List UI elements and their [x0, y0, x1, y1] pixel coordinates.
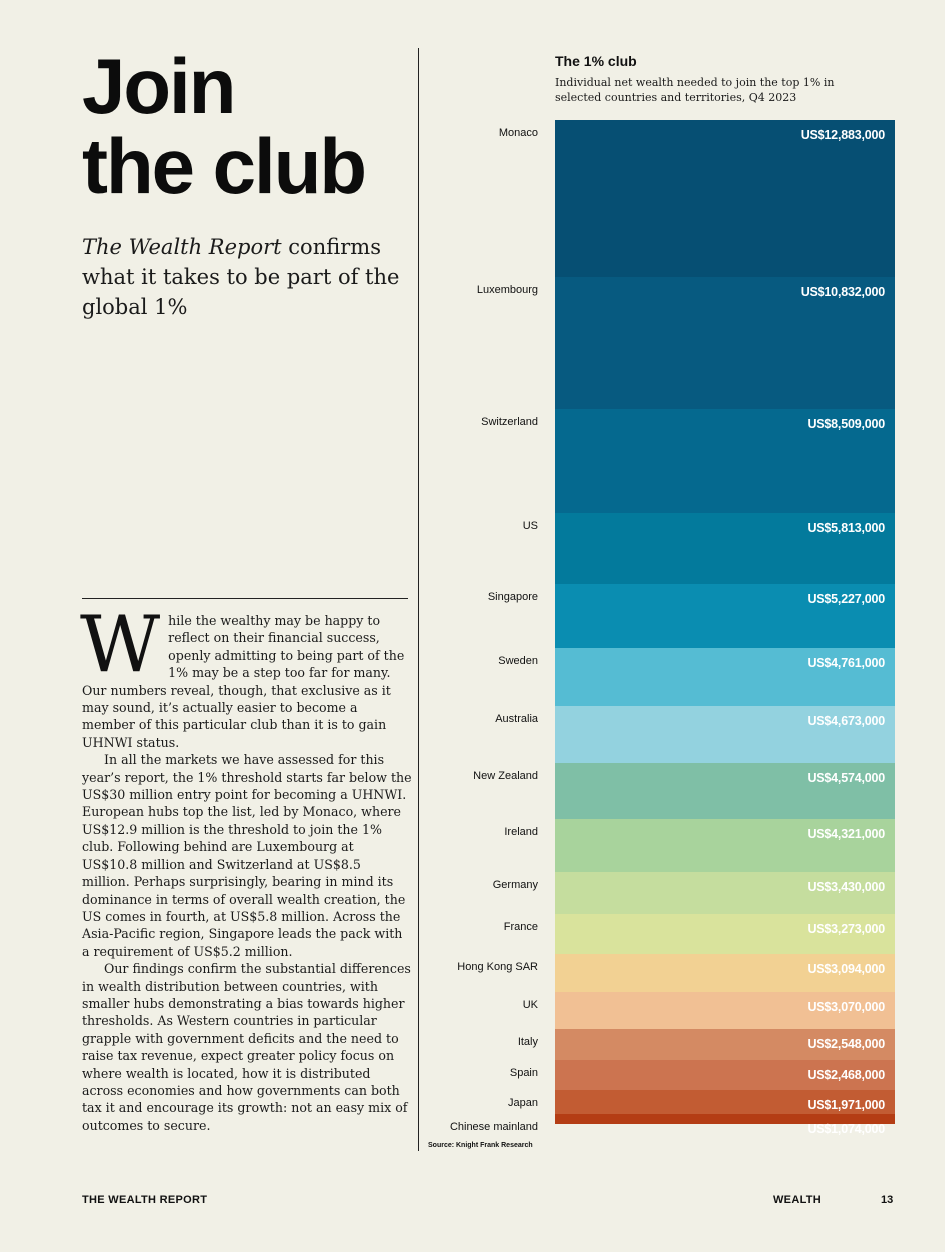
- headline-line-1: Join: [82, 42, 236, 130]
- bar-ireland: US$4,321,000: [555, 819, 895, 872]
- bar-italy: US$2,548,000: [555, 1029, 895, 1060]
- bar-switzerland: US$8,509,000: [555, 409, 895, 513]
- paragraph-1-text: hile the wealthy may be happy to reflect…: [82, 613, 405, 750]
- headline-line-2: the club: [82, 122, 367, 210]
- subheadline: The Wealth Report confirms what it takes…: [82, 232, 402, 322]
- column-divider: [418, 48, 419, 1151]
- country-label: UK: [522, 999, 538, 1011]
- value-label: US$4,574,000: [807, 771, 885, 785]
- bar-sweden: US$4,761,000: [555, 648, 895, 706]
- report-title: The Wealth Report: [82, 235, 282, 259]
- country-label: Switzerland: [481, 416, 538, 428]
- bar-luxembourg: US$10,832,000: [555, 277, 895, 409]
- country-label: Italy: [517, 1036, 538, 1048]
- bar-uk: US$3,070,000: [555, 992, 895, 1029]
- country-label: France: [503, 921, 538, 933]
- country-label: US: [522, 520, 538, 532]
- footer-section: WEALTH: [773, 1194, 822, 1206]
- country-label: Australia: [495, 713, 538, 725]
- value-label: US$1,971,000: [807, 1098, 885, 1112]
- value-label: US$3,070,000: [807, 1000, 885, 1014]
- value-label: US$4,321,000: [807, 827, 885, 841]
- value-label: US$1,074,000: [807, 1122, 885, 1136]
- value-label: US$4,761,000: [807, 656, 885, 670]
- country-label: Singapore: [487, 591, 538, 603]
- value-label: US$4,673,000: [807, 714, 885, 728]
- value-label: US$2,468,000: [807, 1068, 885, 1082]
- chart-subtitle: Individual net wealth needed to join the…: [555, 76, 835, 104]
- bar-spain: US$2,468,000: [555, 1060, 895, 1090]
- value-label: US$12,883,000: [800, 128, 885, 142]
- value-label: US$5,813,000: [807, 521, 885, 535]
- page-headline: Join the club: [82, 42, 367, 210]
- article-rule: [82, 598, 408, 599]
- value-label: US$10,832,000: [800, 285, 885, 299]
- bar-hong-kong-sar: US$3,094,000: [555, 954, 895, 992]
- bar-france: US$3,273,000: [555, 914, 895, 954]
- bar-new-zealand: US$4,574,000: [555, 763, 895, 819]
- value-label: US$3,094,000: [807, 962, 885, 976]
- country-label: Chinese mainland: [449, 1121, 538, 1133]
- value-label: US$2,548,000: [807, 1037, 885, 1051]
- bar-us: US$5,813,000: [555, 513, 895, 584]
- bar-chinese-mainland: US$1,074,000: [555, 1114, 895, 1136]
- bar-monaco: US$12,883,000: [555, 120, 895, 277]
- chart-source: Source: Knight Frank Research: [428, 1142, 533, 1149]
- article-paragraph-3: Our findings confirm the substantial dif…: [82, 961, 411, 1133]
- bar-australia: US$4,673,000: [555, 706, 895, 763]
- country-label: Luxembourg: [476, 284, 538, 296]
- value-label: US$5,227,000: [807, 592, 885, 606]
- subheadline-text: confirms what it takes to be part of the…: [82, 235, 400, 319]
- drop-cap: W: [80, 600, 161, 690]
- bar-germany: US$3,430,000: [555, 872, 895, 914]
- bar-singapore: US$5,227,000: [555, 584, 895, 648]
- country-label: Ireland: [504, 826, 538, 838]
- value-label: US$8,509,000: [807, 417, 885, 431]
- value-label: US$3,273,000: [807, 922, 885, 936]
- country-label: Hong Kong SAR: [457, 961, 538, 973]
- bar-japan: US$1,971,000: [555, 1090, 895, 1114]
- article-paragraph-2: In all the markets we have assessed for …: [82, 752, 412, 959]
- country-label: Monaco: [498, 127, 538, 139]
- threshold-chart: US$12,883,000 Monaco US$10,832,000 Luxembou…: [420, 120, 900, 1136]
- value-label: US$3,430,000: [807, 880, 885, 894]
- country-label: Japan: [508, 1097, 538, 1109]
- page-number: 13: [881, 1194, 894, 1206]
- country-label: Sweden: [498, 655, 538, 667]
- country-label: Germany: [492, 879, 538, 891]
- chart-title: The 1% club: [555, 53, 637, 69]
- country-label: New Zealand: [473, 770, 538, 782]
- footer-publication: THE WEALTH REPORT: [82, 1194, 208, 1206]
- country-label: Spain: [509, 1067, 538, 1079]
